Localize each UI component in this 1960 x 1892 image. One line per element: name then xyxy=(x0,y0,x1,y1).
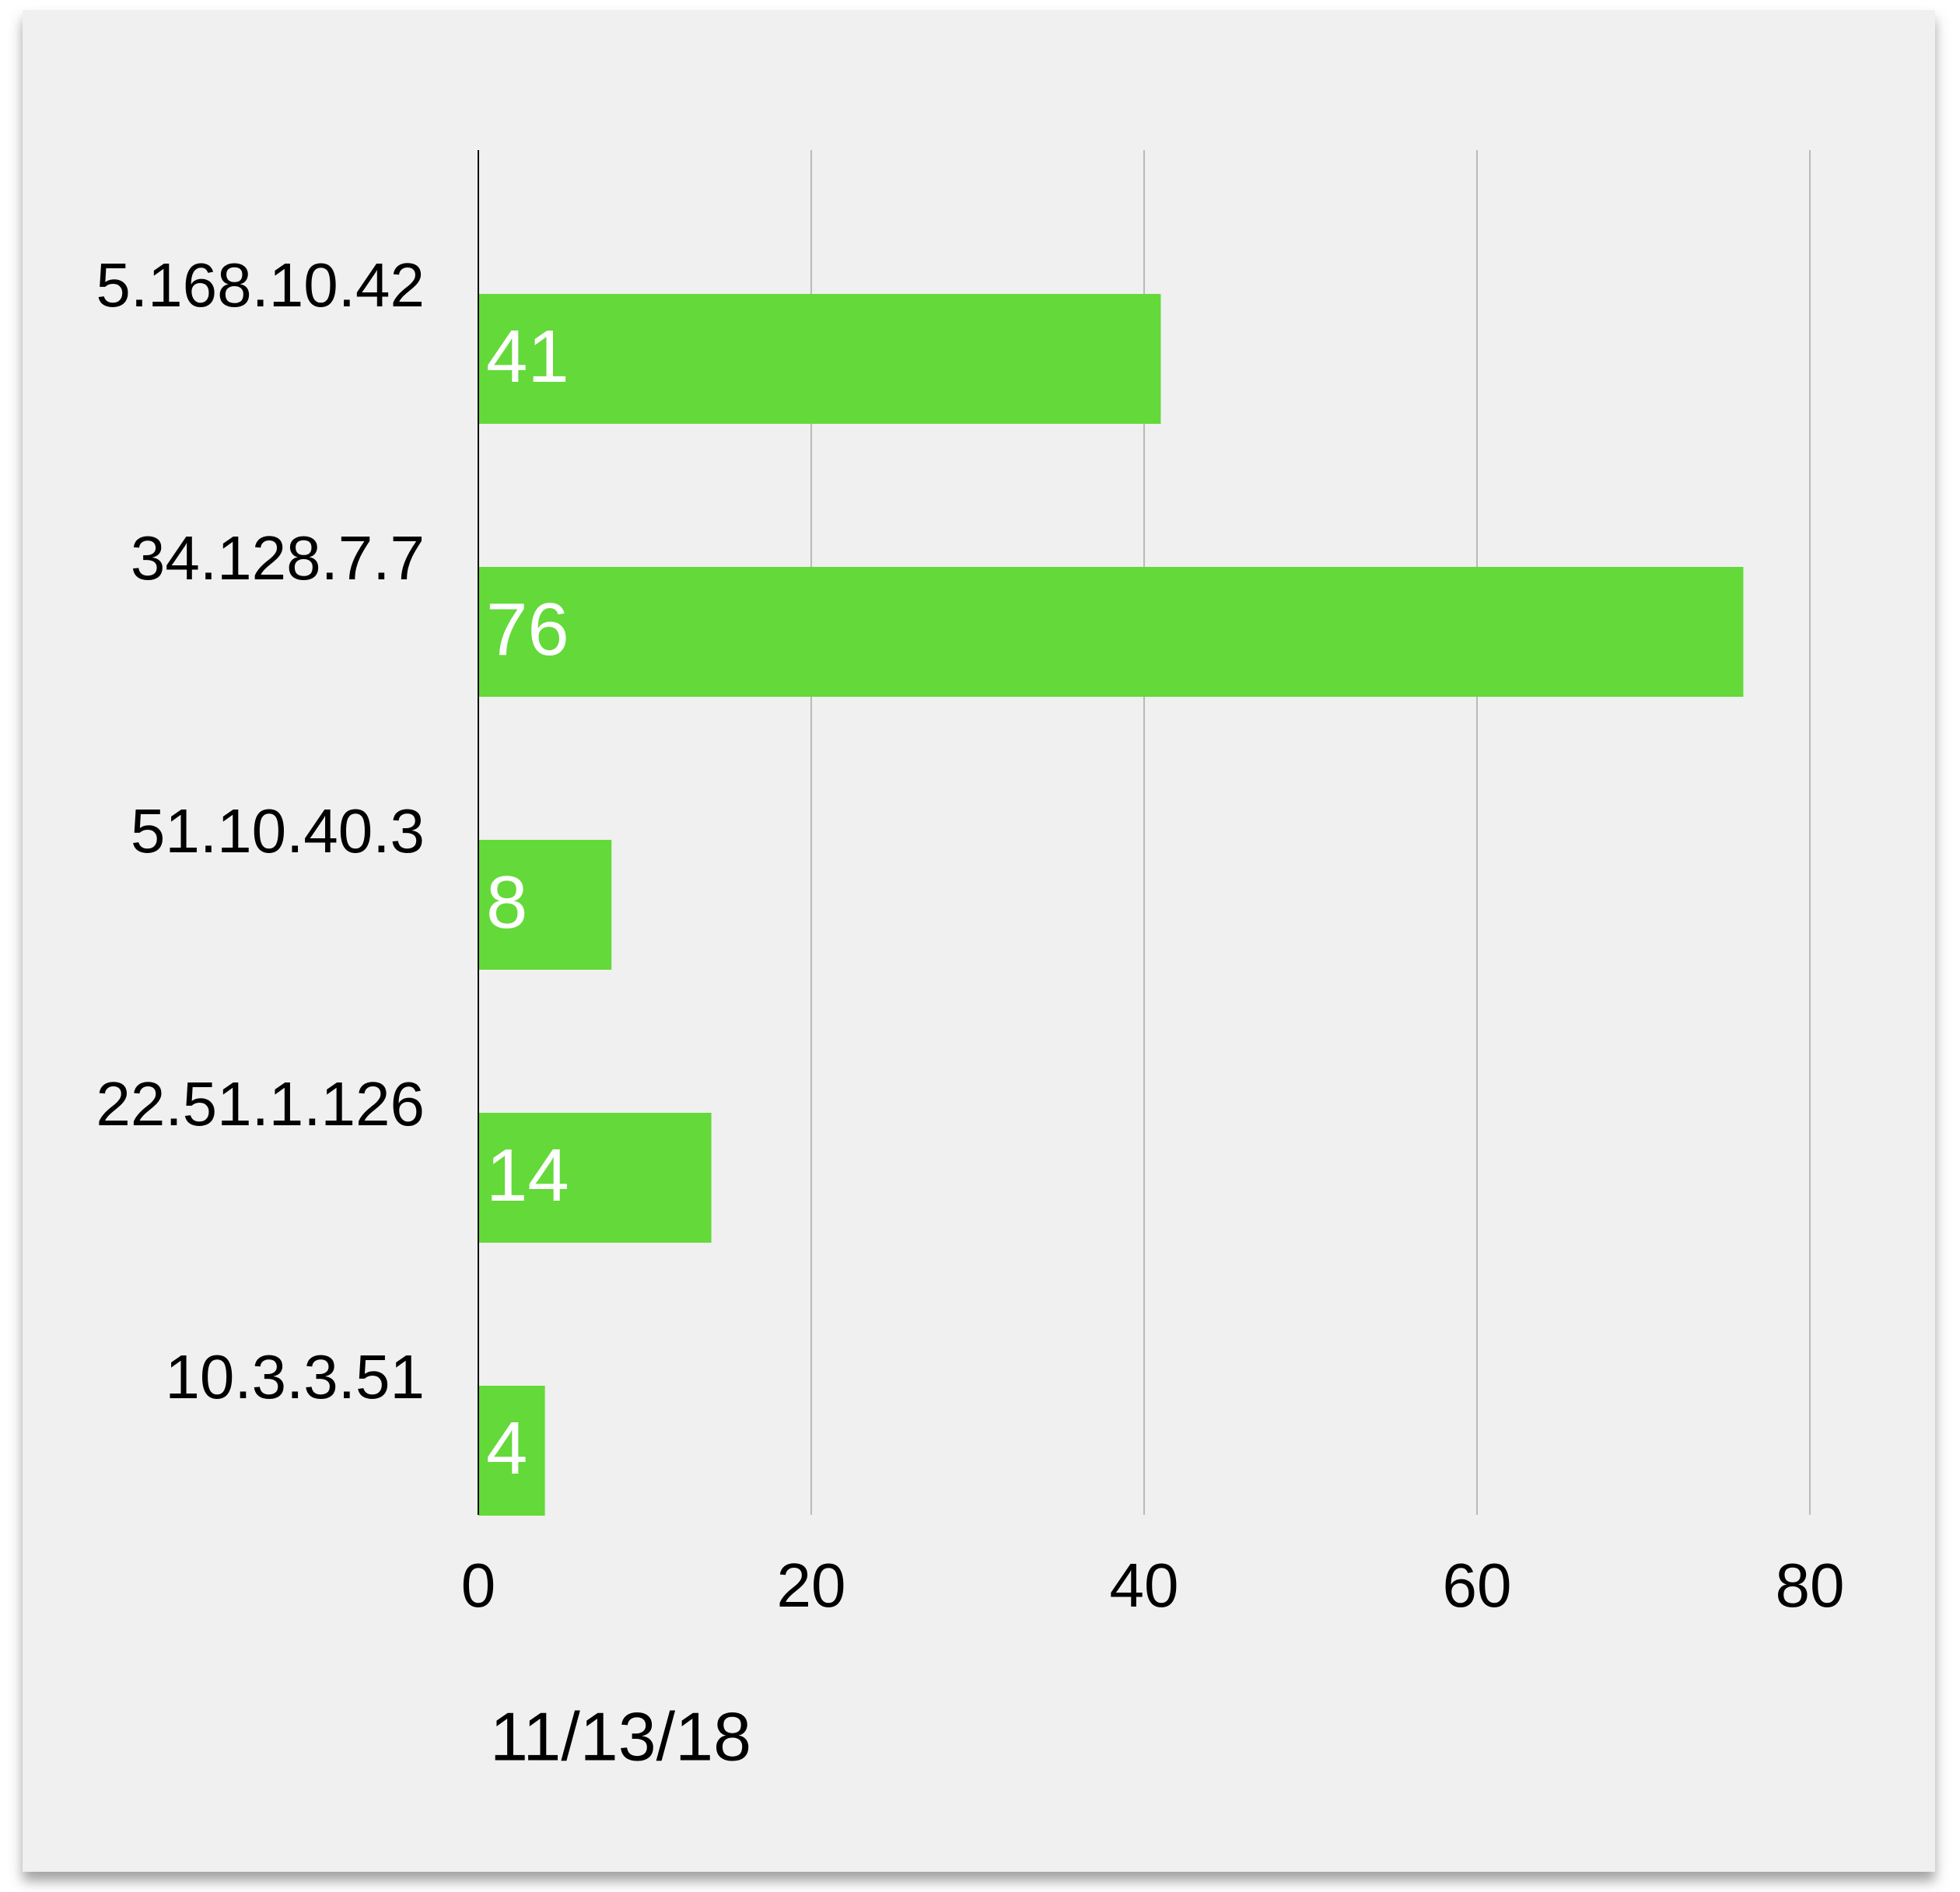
value-label: 41 xyxy=(486,315,569,398)
value-label: 76 xyxy=(486,588,569,671)
x-tick-label: 80 xyxy=(1776,1551,1845,1620)
y-tick-label: 51.10.40.3 xyxy=(131,796,425,866)
y-tick-label: 34.128.7.7 xyxy=(131,523,425,593)
bar xyxy=(478,1113,712,1243)
x-tick-label: 40 xyxy=(1110,1551,1179,1620)
value-label: 14 xyxy=(486,1134,569,1217)
y-tick-label: 22.51.1.126 xyxy=(96,1069,425,1138)
legend-label: 11/13/18 xyxy=(490,1698,751,1775)
bar xyxy=(478,840,612,970)
x-tick-label: 60 xyxy=(1443,1551,1512,1620)
bar xyxy=(478,1386,545,1516)
bar xyxy=(478,294,1161,424)
y-tick-label: 5.168.10.42 xyxy=(96,250,425,320)
x-tick-label: 0 xyxy=(461,1551,496,1620)
value-label: 4 xyxy=(486,1407,527,1490)
y-tick-label: 10.3.3.51 xyxy=(165,1342,425,1411)
bar xyxy=(478,567,1744,697)
x-tick-label: 20 xyxy=(777,1551,846,1620)
value-label: 8 xyxy=(486,861,527,944)
